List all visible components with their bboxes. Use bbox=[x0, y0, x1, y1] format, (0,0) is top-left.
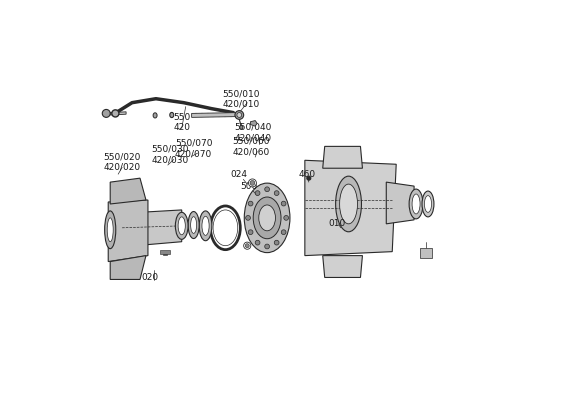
Circle shape bbox=[265, 187, 269, 192]
Polygon shape bbox=[110, 178, 146, 204]
Ellipse shape bbox=[424, 196, 431, 212]
Polygon shape bbox=[323, 256, 362, 278]
Text: 010: 010 bbox=[328, 219, 345, 228]
Polygon shape bbox=[160, 250, 170, 254]
Ellipse shape bbox=[191, 217, 196, 233]
Polygon shape bbox=[323, 146, 362, 168]
Ellipse shape bbox=[253, 197, 281, 239]
Text: 550/020
420/020: 550/020 420/020 bbox=[104, 152, 141, 172]
Text: 550/010
420/010: 550/010 420/010 bbox=[222, 89, 260, 108]
Ellipse shape bbox=[188, 212, 199, 238]
Ellipse shape bbox=[336, 176, 362, 232]
Circle shape bbox=[245, 244, 249, 248]
Ellipse shape bbox=[181, 218, 185, 231]
Circle shape bbox=[248, 179, 256, 187]
Circle shape bbox=[248, 230, 253, 234]
Ellipse shape bbox=[240, 125, 243, 129]
Ellipse shape bbox=[235, 111, 244, 119]
Ellipse shape bbox=[237, 113, 242, 117]
Ellipse shape bbox=[178, 217, 185, 235]
Ellipse shape bbox=[259, 205, 276, 231]
Circle shape bbox=[275, 191, 279, 196]
Ellipse shape bbox=[199, 211, 212, 241]
Polygon shape bbox=[110, 256, 146, 280]
Polygon shape bbox=[192, 113, 237, 117]
Polygon shape bbox=[163, 254, 167, 255]
Ellipse shape bbox=[175, 212, 188, 239]
Circle shape bbox=[246, 216, 250, 220]
Circle shape bbox=[284, 216, 289, 220]
Ellipse shape bbox=[170, 112, 174, 118]
Polygon shape bbox=[108, 200, 148, 262]
Text: 550
420: 550 420 bbox=[173, 113, 190, 132]
Polygon shape bbox=[110, 112, 126, 115]
Text: 020: 020 bbox=[142, 273, 158, 282]
Ellipse shape bbox=[202, 216, 209, 235]
Ellipse shape bbox=[340, 184, 358, 224]
Circle shape bbox=[250, 180, 255, 185]
Ellipse shape bbox=[422, 191, 434, 217]
Text: 024: 024 bbox=[231, 170, 248, 179]
Polygon shape bbox=[420, 248, 432, 258]
Circle shape bbox=[265, 244, 269, 249]
Ellipse shape bbox=[153, 113, 157, 118]
Ellipse shape bbox=[179, 214, 187, 236]
Ellipse shape bbox=[107, 218, 113, 242]
Circle shape bbox=[281, 230, 286, 234]
Ellipse shape bbox=[105, 211, 116, 249]
Circle shape bbox=[255, 240, 260, 245]
Circle shape bbox=[255, 191, 260, 196]
Polygon shape bbox=[305, 160, 396, 256]
Ellipse shape bbox=[112, 110, 119, 117]
Polygon shape bbox=[250, 120, 257, 126]
Text: 550/070
420/070: 550/070 420/070 bbox=[175, 139, 212, 158]
Text: 500: 500 bbox=[241, 182, 258, 190]
Ellipse shape bbox=[102, 110, 110, 117]
Circle shape bbox=[275, 240, 279, 245]
Ellipse shape bbox=[409, 189, 423, 219]
Text: 550/030
420/030: 550/030 420/030 bbox=[151, 145, 188, 164]
Circle shape bbox=[248, 201, 253, 206]
Text: 460: 460 bbox=[298, 170, 315, 179]
Text: 550/060
420/060: 550/060 420/060 bbox=[233, 137, 270, 156]
Circle shape bbox=[281, 201, 286, 206]
Ellipse shape bbox=[245, 183, 290, 253]
Polygon shape bbox=[112, 210, 182, 248]
Polygon shape bbox=[386, 182, 414, 224]
Circle shape bbox=[244, 242, 251, 249]
Ellipse shape bbox=[412, 194, 420, 214]
Circle shape bbox=[307, 176, 311, 180]
Text: 550/040
420/040: 550/040 420/040 bbox=[234, 123, 272, 142]
